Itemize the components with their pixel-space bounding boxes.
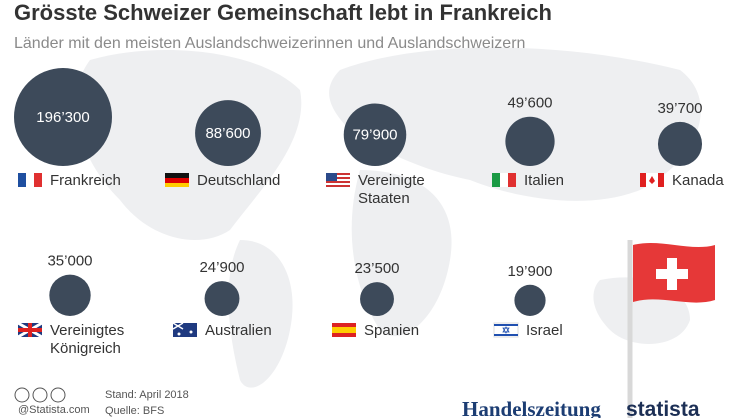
value-label: 19’900 (507, 263, 552, 280)
bubble (14, 68, 112, 166)
country-name: Vereinigtes Königreich (50, 322, 125, 357)
value-label: 23’500 (354, 260, 399, 277)
country-name: Deutschland (197, 172, 281, 189)
bubble (343, 103, 407, 166)
note: Stand: April 2018 (105, 389, 189, 401)
country-name: Frankreich (50, 172, 121, 189)
source: Quelle: BFS (105, 405, 164, 417)
value-label: 79’900 (352, 127, 397, 144)
chart-title: Grösste Schweizer Gemeinschaft lebt in F… (14, 0, 552, 25)
country-name: Australien (205, 322, 272, 339)
bubble (360, 282, 394, 316)
flags (17, 173, 664, 339)
brand: statista (626, 398, 700, 418)
bubble (514, 284, 546, 317)
bubble (195, 100, 261, 166)
swiss-flag (627, 240, 715, 418)
credit: @Statista.com (18, 404, 90, 416)
country-name: Italien (524, 172, 565, 189)
country-name: Vereinigte Staaten (358, 172, 425, 207)
country-name: Israel (526, 322, 563, 339)
chart-subtitle: Länder mit den meisten Auslandschweizeri… (14, 35, 525, 52)
country-name: Spanien (364, 322, 420, 339)
brand: Handelszeitung (462, 397, 601, 418)
country-name: Kanada (672, 172, 724, 189)
bubble (49, 274, 91, 316)
bubble (657, 121, 703, 166)
value-label: 49’600 (507, 95, 552, 112)
bubble (505, 116, 555, 166)
cc-icons (14, 387, 66, 403)
value-label: 35’000 (47, 253, 92, 270)
value-label: 88’600 (205, 125, 250, 142)
value-label: 24’900 (199, 259, 244, 276)
bubble (204, 281, 240, 317)
value-label: 196’300 (36, 109, 89, 126)
value-label: 39’700 (657, 100, 702, 117)
